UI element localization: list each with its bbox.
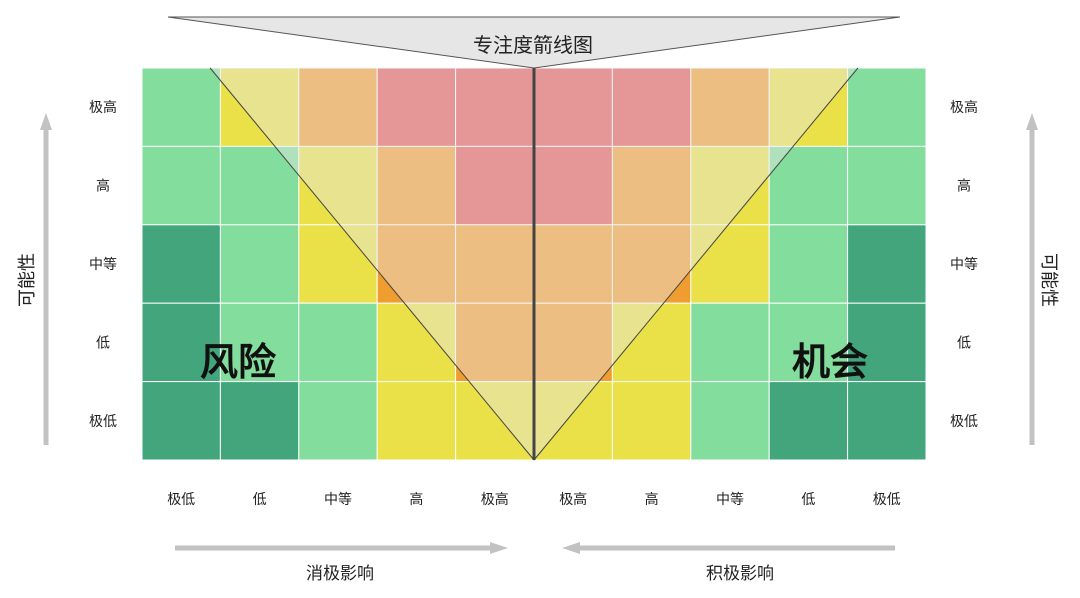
heatmap-cell — [219, 381, 300, 461]
heatmap-cell — [298, 67, 378, 147]
heatmap-cell — [768, 224, 849, 304]
column-label: 高 — [645, 491, 659, 508]
column-label: 中等 — [716, 491, 744, 508]
heatmap-cell — [141, 302, 221, 383]
focus-line-left — [209, 67, 535, 461]
heatmap-cell — [768, 302, 849, 383]
column-label: 极低 — [873, 492, 901, 508]
heatmap-cell — [298, 145, 378, 226]
heatmap-cell — [455, 302, 535, 383]
heatmap-cell — [298, 224, 378, 304]
heatmap-cell — [690, 67, 770, 147]
heatmap-cell — [611, 381, 692, 461]
column-labels: 极低 低 中等 高 极高 极高 高 中等 低 极低 — [167, 491, 901, 508]
heatmap-cell — [847, 302, 927, 383]
risk-label: 风险 — [200, 340, 277, 384]
heatmap-cell — [533, 67, 613, 147]
positive-impact-arrow-head — [562, 542, 580, 554]
heatmap-cell — [455, 67, 535, 147]
heatmap-cell — [690, 302, 770, 383]
row-label: 极高 — [89, 99, 117, 116]
heatmap-cell — [141, 67, 221, 147]
heatmap-cell — [376, 381, 457, 461]
column-label: 极高 — [559, 491, 587, 508]
column-label: 低 — [801, 492, 815, 508]
negative-impact-label: 消极影响 — [306, 564, 374, 584]
column-label: 中等 — [324, 491, 352, 508]
likelihood-arrow-left-head — [40, 113, 52, 130]
opportunity-label: 机会 — [792, 340, 868, 384]
row-label: 低 — [96, 335, 110, 351]
heatmap-cell — [847, 381, 927, 461]
row-label: 极高 — [950, 99, 978, 116]
column-label: 低 — [253, 492, 267, 508]
heatmap-cell — [611, 302, 692, 383]
heatmap-cell — [298, 381, 378, 461]
diagram-title: 专注度箭线图 — [473, 33, 593, 57]
heatmap-cell — [690, 145, 770, 226]
heatmap-cell — [847, 67, 927, 147]
heatmap-cell — [533, 302, 613, 383]
positive-impact-label: 积极影响 — [706, 564, 774, 584]
heatmap-cell — [376, 145, 457, 226]
heatmap-cell — [611, 224, 692, 304]
y-axis-label-right: 可能性 — [1038, 253, 1059, 307]
heatmap-cell — [533, 381, 613, 461]
heatmap-cell — [219, 224, 300, 304]
row-label: 高 — [957, 178, 971, 195]
heatmap-cell — [847, 145, 927, 226]
heatmap-cell — [768, 381, 849, 461]
title-triangle — [167, 16, 901, 69]
heatmap-cell — [376, 67, 457, 147]
heatmap-grid — [141, 67, 927, 461]
column-label: 极低 — [167, 492, 195, 508]
row-label: 中等 — [950, 256, 978, 273]
heatmap-cell — [690, 224, 770, 304]
likelihood-arrow-right-head — [1026, 113, 1038, 130]
heatmap-cell — [141, 381, 221, 461]
heatmap-cell — [219, 67, 300, 147]
focus-line-right — [533, 67, 859, 461]
y-axis-label-left: 可能性 — [17, 253, 38, 307]
heatmap-cell — [611, 145, 692, 226]
heatmap-cell — [847, 224, 927, 304]
heatmap-cell — [141, 145, 221, 226]
row-label: 中等 — [89, 256, 117, 273]
row-label: 极低 — [950, 414, 978, 430]
row-label: 极低 — [89, 414, 117, 430]
heatmap-cell — [455, 224, 535, 304]
row-label: 低 — [957, 335, 971, 351]
heatmap-cell — [298, 302, 378, 383]
heatmap-cell — [690, 381, 770, 461]
heatmap-cell — [455, 381, 535, 461]
row-label: 高 — [96, 178, 110, 195]
column-label: 极高 — [481, 491, 509, 508]
column-label: 高 — [409, 491, 423, 508]
negative-impact-arrow-head — [490, 542, 508, 554]
heatmap-cell — [141, 224, 221, 304]
